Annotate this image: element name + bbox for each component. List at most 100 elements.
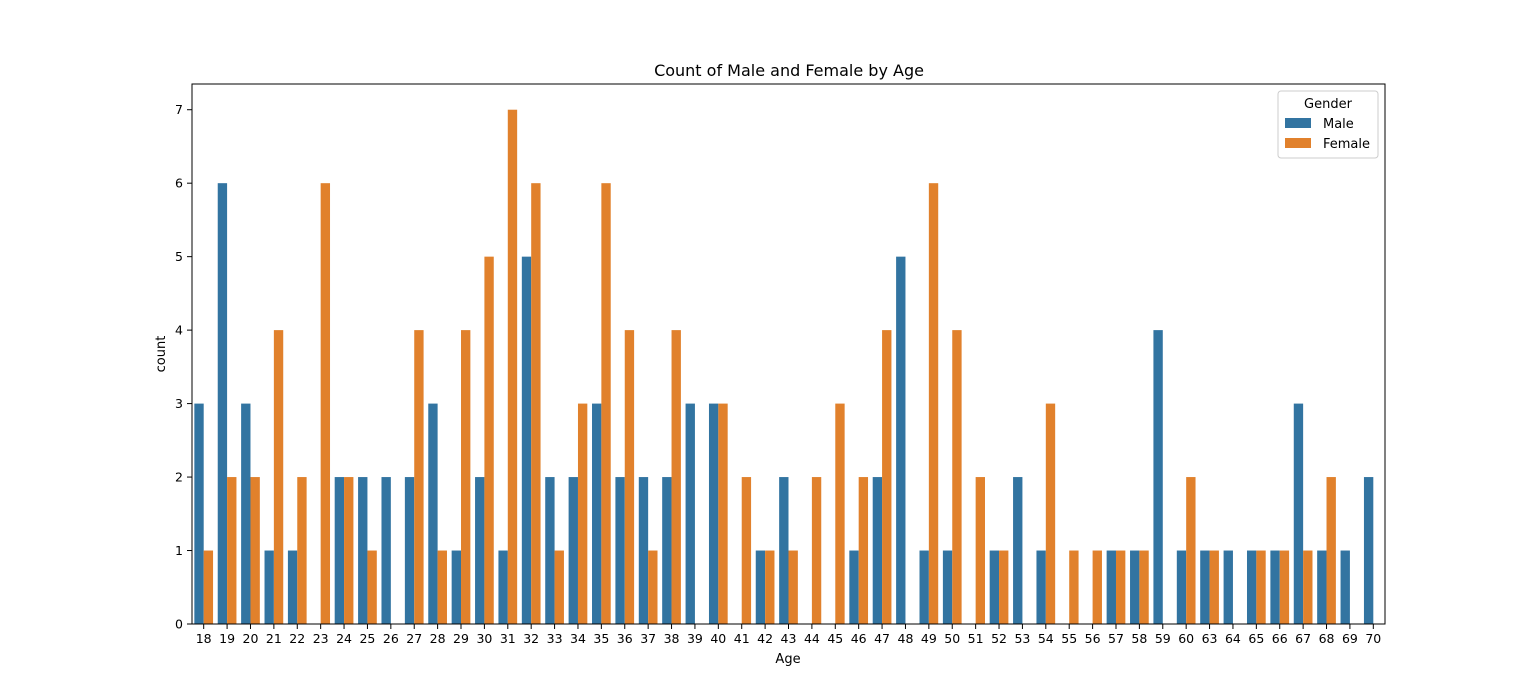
legend-title: Gender xyxy=(1304,97,1353,112)
x-tick-label: 65 xyxy=(1248,631,1264,646)
bar-female-67 xyxy=(1303,550,1313,624)
x-tick-label: 27 xyxy=(406,631,422,646)
x-tick-label: 23 xyxy=(313,631,329,646)
bar-female-27 xyxy=(414,330,424,624)
bar-female-19 xyxy=(227,477,237,624)
plot-frame xyxy=(191,83,1386,625)
x-tick-label: 24 xyxy=(336,631,352,646)
bar-male-60 xyxy=(1176,550,1187,624)
bar-male-64 xyxy=(1223,550,1233,624)
x-tick-label: 26 xyxy=(383,631,399,646)
bar-female-23 xyxy=(320,183,331,624)
bar-male-36 xyxy=(615,477,625,624)
x-tick-label: 34 xyxy=(570,631,586,646)
bar-female-21 xyxy=(273,330,284,624)
bar-male-38 xyxy=(662,477,672,624)
y-tick-label: 1 xyxy=(175,543,183,558)
bar-female-37 xyxy=(648,550,658,624)
bar-female-43 xyxy=(788,550,798,624)
bar-male-29 xyxy=(451,550,462,624)
x-tick-label: 33 xyxy=(547,631,563,646)
y-tick-label: 6 xyxy=(175,176,183,191)
x-tick-label: 20 xyxy=(243,631,259,646)
x-tick-label: 31 xyxy=(500,631,516,646)
x-tick-label: 42 xyxy=(757,631,773,646)
y-tick-label: 3 xyxy=(175,396,183,411)
bar-female-20 xyxy=(250,477,260,624)
x-tick-label: 39 xyxy=(687,631,703,646)
bar-female-49 xyxy=(928,183,939,624)
x-tick-label: 70 xyxy=(1365,631,1381,646)
bar-male-47 xyxy=(872,477,883,624)
bar-male-54 xyxy=(1036,550,1046,624)
bar-male-48 xyxy=(896,256,906,624)
y-tick-label: 2 xyxy=(175,470,183,485)
bar-female-42 xyxy=(765,550,775,624)
bar-male-63 xyxy=(1200,550,1210,624)
x-tick-label: 28 xyxy=(430,631,446,646)
bar-female-60 xyxy=(1186,477,1196,624)
x-tick-label: 58 xyxy=(1131,631,1147,646)
x-tick-label: 43 xyxy=(781,631,797,646)
x-tick-label: 29 xyxy=(453,631,469,646)
bar-male-28 xyxy=(428,403,438,624)
bar-male-26 xyxy=(381,477,391,624)
x-tick-label: 36 xyxy=(617,631,633,646)
bar-female-25 xyxy=(367,550,377,624)
bar-male-20 xyxy=(241,403,251,624)
x-tick-label: 44 xyxy=(804,631,820,646)
x-tick-label: 40 xyxy=(710,631,726,646)
bar-male-52 xyxy=(989,550,1000,624)
x-tick-label: 37 xyxy=(640,631,656,646)
bar-male-33 xyxy=(545,477,555,624)
bar-male-69 xyxy=(1340,550,1350,624)
bar-female-45 xyxy=(835,403,845,624)
bar-female-51 xyxy=(975,477,985,624)
bar-female-38 xyxy=(671,330,681,624)
bar-female-34 xyxy=(577,403,588,624)
x-tick-label: 51 xyxy=(968,631,984,646)
bar-male-24 xyxy=(334,477,345,624)
bar-female-54 xyxy=(1045,403,1056,624)
bar-female-30 xyxy=(484,256,494,624)
legend-label-female: Female xyxy=(1323,137,1370,152)
x-tick-label: 18 xyxy=(196,631,212,646)
x-tick-label: 63 xyxy=(1202,631,1218,646)
bar-male-40 xyxy=(708,403,719,624)
y-tick-label: 0 xyxy=(175,617,183,632)
x-tick-label: 60 xyxy=(1178,631,1194,646)
x-tick-label: 47 xyxy=(874,631,890,646)
bar-male-68 xyxy=(1317,550,1327,624)
x-tick-label: 55 xyxy=(1061,631,1077,646)
x-tick-label: 59 xyxy=(1155,631,1171,646)
bar-female-66 xyxy=(1279,550,1290,624)
bar-female-47 xyxy=(882,330,892,624)
bar-male-32 xyxy=(521,256,532,624)
x-tick-label: 56 xyxy=(1085,631,1101,646)
bar-female-50 xyxy=(952,330,962,624)
x-tick-label: 38 xyxy=(664,631,680,646)
bar-female-46 xyxy=(858,477,869,624)
bar-male-59 xyxy=(1153,330,1163,624)
x-tick-label: 25 xyxy=(359,631,375,646)
bar-female-29 xyxy=(461,330,471,624)
bar-male-49 xyxy=(919,550,929,624)
legend-swatch-male xyxy=(1285,118,1311,128)
y-tick-label: 7 xyxy=(175,102,183,117)
x-tick-label: 35 xyxy=(593,631,609,646)
bar-female-68 xyxy=(1326,477,1336,624)
bar-male-50 xyxy=(942,550,953,624)
bar-male-42 xyxy=(755,550,766,624)
x-tick-label: 66 xyxy=(1272,631,1288,646)
bar-male-19 xyxy=(217,183,228,624)
x-tick-label: 30 xyxy=(476,631,492,646)
x-tick-label: 19 xyxy=(219,631,235,646)
bar-female-40 xyxy=(718,403,728,624)
x-tick-label: 52 xyxy=(991,631,1007,646)
bar-female-18 xyxy=(203,550,214,624)
bar-female-57 xyxy=(1115,550,1126,624)
x-tick-label: 32 xyxy=(523,631,539,646)
bar-male-22 xyxy=(287,550,298,624)
x-tick-label: 67 xyxy=(1295,631,1311,646)
